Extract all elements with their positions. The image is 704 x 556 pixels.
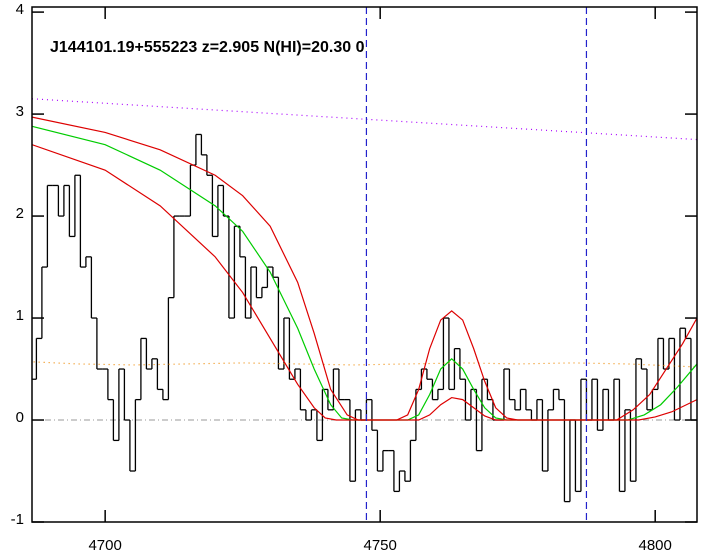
y-tick-label: 1 <box>16 307 24 324</box>
chart-title: J144101.19+555223 z=2.905 N(HI)=20.30 0 <box>50 39 365 56</box>
y-tick-label: -1 <box>11 511 24 528</box>
y-tick-label: 2 <box>16 205 24 222</box>
x-tick-label: 4750 <box>363 537 396 554</box>
model-line <box>32 144 697 421</box>
plot-frame <box>31 6 698 523</box>
model-line <box>32 116 697 421</box>
plot-area <box>32 7 697 522</box>
y-tick-label: 0 <box>16 409 24 426</box>
x-tick-label: 4700 <box>88 537 121 554</box>
y-tick-label: 3 <box>16 103 24 120</box>
y-tick-label: 4 <box>16 1 24 18</box>
x-tick-label: 4800 <box>639 537 672 554</box>
